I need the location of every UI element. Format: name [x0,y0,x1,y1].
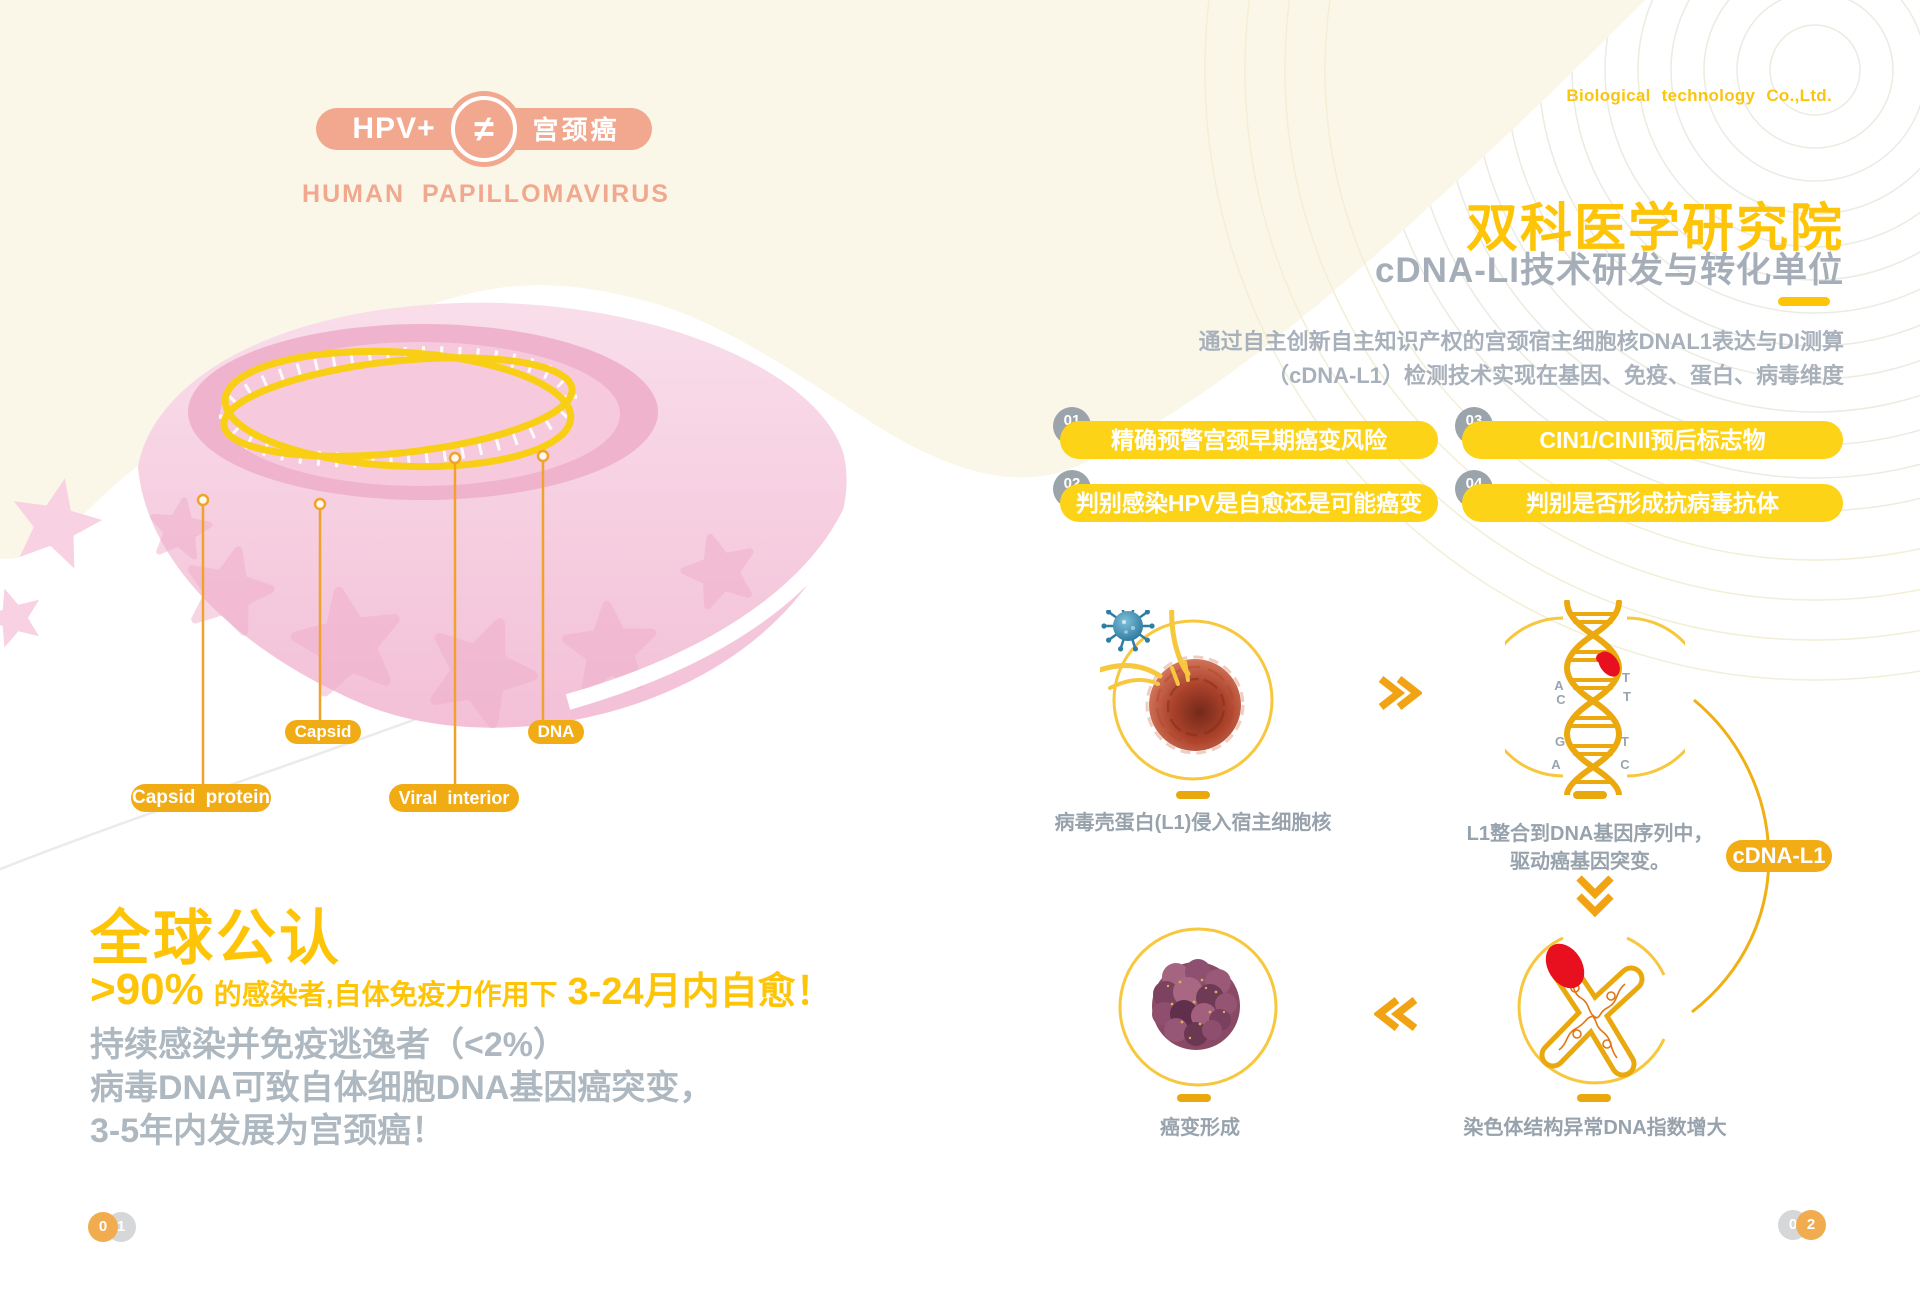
feature-label: 精确预警宫颈早期癌变风险 [1060,421,1438,459]
svg-text:A: A [1551,757,1561,772]
bowl-cut-band [565,446,876,710]
intro-line: （cDNA-L1）检测技术实现在基因、免疫、蛋白、病毒维度 [1267,363,1844,388]
feature-label: 判别是否形成抗病毒抗体 [1462,484,1843,522]
abnormal-red-blob [1545,943,1585,989]
chevron-down-icon [1576,875,1614,918]
label-dna: DNA [528,720,584,744]
faint-arcs [1204,0,1920,681]
host-cell-icon [1145,655,1245,755]
step4-tumor-illustration [1118,927,1278,1087]
step-circle-outline [1505,616,1685,778]
institute-title: 双科医学研究院 [1465,200,1844,258]
chevron-right-icon [1378,676,1422,710]
stat-percent: >90% [90,965,204,1014]
step1-virus-invasion-illustration [1100,610,1274,781]
step1-caption: 病毒壳蛋白(L1)侵入宿主细胞核 [1054,812,1332,834]
dna-ring-icon [218,346,578,471]
global-consensus-heading: 全球公认 [90,905,342,972]
step2-dna-integration-illustration: A C G A T T T C [1505,600,1685,795]
subtitle-underline [1778,297,1830,306]
page-dot-0: 0 [88,1212,118,1242]
step-circle-outline [1112,619,1274,781]
stat-middle-text: 的感染者,自体免疫力作用下 [213,979,558,1010]
mutation-red-blob [1596,651,1620,677]
step4-dash [1177,1094,1211,1102]
paragraph-line: 持续感染并免疫逃逸者（<2%） [90,1026,567,1064]
page-number-left: 0 1 [88,1212,136,1242]
feature-label: 判别感染HPV是自愈还是可能癌变 [1060,484,1438,522]
intro-line: 通过自主创新自主知识产权的宫颈宿主细胞核DNAL1表达与DI测算 [1198,329,1844,354]
step2-caption-line1: L1整合到DNA基因序列中， [1466,823,1714,845]
paragraph-line: 3-5年内发展为宫颈癌！ [90,1112,446,1150]
not-equal-circle: ≠ [446,91,522,167]
step2-dash [1573,791,1607,799]
feature-label: CIN1/CINII预后标志物 [1462,421,1843,459]
page-number-right: 0 2 [1778,1210,1826,1240]
svg-text:T: T [1622,670,1630,685]
hpv-fullname: HUMAN PAPILLOMAVIRUS [302,180,670,208]
hpv-label: HPV+ [352,112,436,145]
not-equal-icon: ≠ [451,96,517,162]
feature-bar-03: 03 CIN1/CINII预后标志物 [1455,407,1843,459]
svg-text:C: C [1620,757,1630,772]
step1-dash [1176,791,1210,799]
label-capsid: Capsid [285,720,361,744]
company-name: Biological technology Co.,Ltd. [1566,86,1832,105]
virus-cross-section-illustration [138,302,876,748]
step3-caption: 染色体结构异常DNA指数增大 [1463,1117,1727,1139]
stat-result-text: 3-24月内自愈！ [567,971,834,1013]
svg-text:A: A [1554,678,1564,693]
cdna-l1-tag: cDNA-L1 [1726,840,1832,872]
step3-dash [1577,1094,1611,1102]
svg-text:T: T [1623,689,1631,704]
intro-paragraph: 通过自主创新自主知识产权的宫颈宿主细胞核DNAL1表达与DI测算 （cDNA-L… [1199,325,1844,393]
label-viral-interior: Viral interior [389,784,519,812]
svg-text:C: C [1556,692,1566,707]
paragraph-line: 病毒DNA可致自体细胞DNA基因癌突变， [90,1069,714,1107]
institute-subtitle: cDNA-LI技术研发与转化单位 [1374,251,1844,290]
step-circle-outline [1118,927,1278,1087]
entry-swoosh-lines [1100,610,1191,690]
hpv-virus-icon [1101,610,1155,652]
svg-text:T: T [1621,734,1629,749]
cervical-cancer-label: 宫颈癌 [532,115,620,145]
feature-bar-02: 02 判别感染HPV是自愈还是可能癌变 [1053,470,1438,522]
dna-base-letters: A C G A T T T C [1551,670,1631,772]
dna-helix-icon [1563,600,1623,795]
label-capsid-protein: Capsid protein [131,784,271,812]
chromosome-icon [1539,943,1645,1078]
chevron-left-icon [1374,997,1418,1031]
tumor-cell-icon [1152,959,1240,1050]
persistence-paragraph: 持续感染并免疫逃逸者（<2%） 病毒DNA可致自体细胞DNA基因癌突变， 3-5… [90,1024,713,1153]
step4-caption: 癌变形成 [1160,1117,1240,1139]
step2-caption-line2: 驱动癌基因突变。 [1510,851,1670,873]
feature-bar-04: 04 判别是否形成抗病毒抗体 [1455,470,1843,522]
page-dot-2: 2 [1796,1210,1826,1240]
svg-text:G: G [1555,734,1565,749]
self-heal-stat-line: >90% 的感染者,自体免疫力作用下 3-24月内自愈！ [90,960,834,1015]
feature-bar-01: 01 精确预警宫颈早期癌变风险 [1053,407,1438,459]
step3-chromosome-illustration [1517,936,1666,1085]
